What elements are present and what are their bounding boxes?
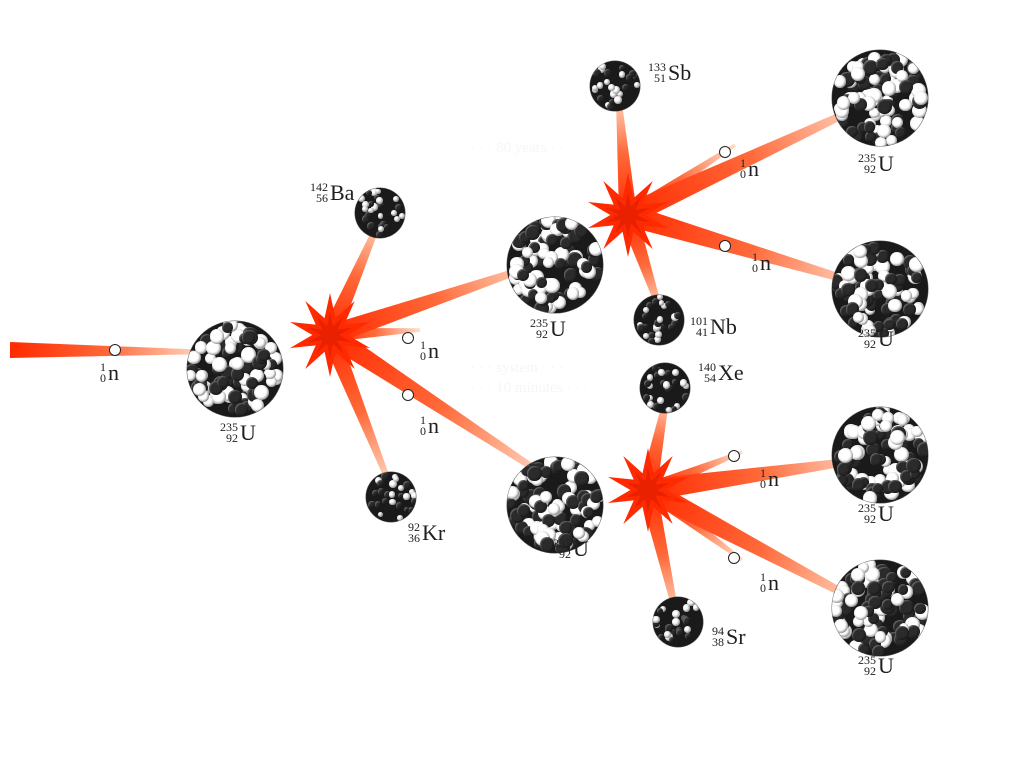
nucleus-ba xyxy=(355,188,405,238)
atomic-number: 36 xyxy=(408,533,420,544)
element-symbol: n xyxy=(428,340,439,362)
nuclide-label-u-o3: 23592U xyxy=(858,501,894,525)
element-symbol: n xyxy=(768,468,779,490)
nucleus-u-o3 xyxy=(832,407,928,503)
nuclide-label-u-o4: 23592U xyxy=(858,653,894,677)
element-symbol: U xyxy=(878,328,894,350)
nucleus-u-2 xyxy=(507,217,603,313)
energy-ray xyxy=(644,484,743,561)
nucleus-sb xyxy=(590,61,640,111)
atomic-number: 92 xyxy=(858,514,876,525)
neutron-label-n-up: 10n xyxy=(420,338,439,362)
background-ghost-text: · · · 10 minutes · · · xyxy=(470,380,589,397)
atomic-number: 92 xyxy=(858,164,876,175)
element-symbol: U xyxy=(240,422,256,444)
element-symbol: U xyxy=(878,503,894,525)
element-symbol: U xyxy=(878,655,894,677)
atomic-number: 0 xyxy=(420,351,426,362)
nuclide-label-u-o1: 23592U xyxy=(858,151,894,175)
neutron-label-n-in: 10n xyxy=(100,360,119,384)
element-symbol: Kr xyxy=(422,522,445,544)
atomic-number: 51 xyxy=(648,73,666,84)
nucleus-u-o1 xyxy=(832,50,928,146)
nucleus-nb xyxy=(634,295,684,345)
element-symbol: Xe xyxy=(718,362,744,384)
atomic-number: 0 xyxy=(420,426,426,437)
nuclide-label-kr: 9236Kr xyxy=(408,520,445,544)
element-symbol: n xyxy=(760,252,771,274)
background-ghost-text: · · · 80 years · · · xyxy=(470,140,573,157)
nucleus-kr xyxy=(366,472,416,522)
neutron-n-b2 xyxy=(728,552,740,564)
atomic-number: 0 xyxy=(740,169,746,180)
atomic-number: 92 xyxy=(858,666,876,677)
nuclide-label-nb: 10141Nb xyxy=(690,314,737,338)
element-symbol: Sb xyxy=(668,62,691,84)
atomic-number: 92 xyxy=(553,549,571,560)
element-symbol: n xyxy=(748,158,759,180)
neutron-n-t1 xyxy=(719,146,731,158)
burst-1 xyxy=(290,293,370,377)
nuclide-label-xe: 14054Xe xyxy=(698,360,744,384)
nucleus-sr xyxy=(653,597,703,647)
atomic-number: 0 xyxy=(760,583,766,594)
atomic-number: 92 xyxy=(858,339,876,350)
nuclide-label-sb: 13351Sb xyxy=(648,60,691,84)
element-symbol: Nb xyxy=(710,316,737,338)
nuclide-label-sr: 9438Sr xyxy=(712,624,746,648)
nuclide-label-u-o2: 23592U xyxy=(858,326,894,350)
element-symbol: Sr xyxy=(726,626,746,648)
nuclide-label-u-2: 23592U xyxy=(530,316,566,340)
element-symbol: n xyxy=(768,572,779,594)
neutron-label-n-t1: 10n xyxy=(740,156,759,180)
element-symbol: Ba xyxy=(330,182,354,204)
nuclide-label-ba: 14256Ba xyxy=(310,180,354,204)
neutron-label-n-t2: 10n xyxy=(752,250,771,274)
element-symbol: U xyxy=(573,538,589,560)
nucleus-xe xyxy=(640,363,690,413)
element-symbol: U xyxy=(550,318,566,340)
atomic-number: 0 xyxy=(100,373,106,384)
atomic-number: 0 xyxy=(760,479,766,490)
background-ghost-text: · · · system · · · xyxy=(470,360,564,377)
neutron-label-n-b2: 10n xyxy=(760,570,779,594)
burst-3 xyxy=(608,448,688,532)
atomic-number: 54 xyxy=(698,373,716,384)
diagram-stage: 23592U23592U23592U14256Ba9236Kr13351Sb10… xyxy=(0,0,1024,767)
atomic-number: 92 xyxy=(220,433,238,444)
neutron-n-in xyxy=(109,344,121,356)
nucleus-u-1 xyxy=(187,321,283,417)
neutron-n-up xyxy=(402,332,414,344)
nuclide-label-u-1: 23592U xyxy=(220,420,256,444)
neutron-label-n-dn: 10n xyxy=(420,413,439,437)
neutron-n-t2 xyxy=(719,240,731,252)
neutron-n-b1 xyxy=(728,450,740,462)
neutron-label-n-b1: 10n xyxy=(760,466,779,490)
atomic-number: 41 xyxy=(690,327,708,338)
atomic-number: 56 xyxy=(310,193,328,204)
neutron-n-dn xyxy=(402,389,414,401)
nuclide-label-u-3: 23592U xyxy=(553,536,589,560)
atomic-number: 38 xyxy=(712,637,724,648)
atomic-number: 92 xyxy=(530,329,548,340)
element-symbol: n xyxy=(108,362,119,384)
energy-ray xyxy=(322,332,394,491)
element-symbol: U xyxy=(878,153,894,175)
nucleus-u-o2 xyxy=(832,241,928,337)
element-symbol: n xyxy=(428,415,439,437)
nucleus-u-o4 xyxy=(832,560,928,656)
atomic-number: 0 xyxy=(752,263,758,274)
